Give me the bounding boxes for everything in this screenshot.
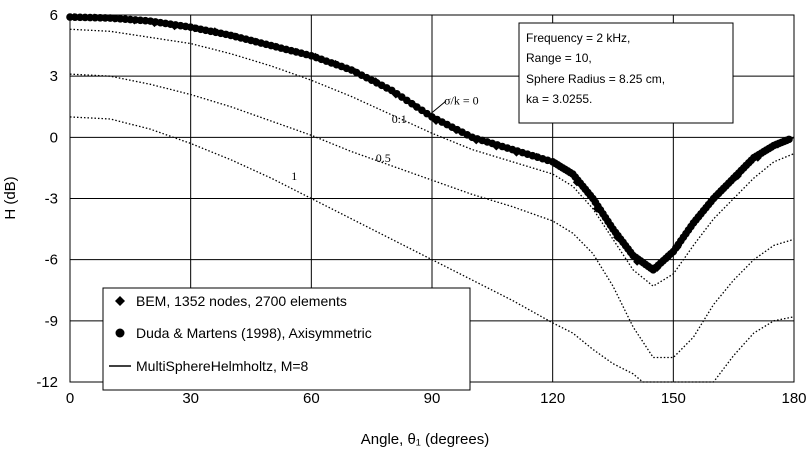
bem-data-point	[190, 24, 199, 33]
bem-data-point	[592, 204, 601, 213]
bem-data-point	[452, 126, 461, 135]
bem-data-point	[653, 263, 662, 272]
y-tick-label: -9	[45, 313, 58, 330]
y-axis-label: H (dB)	[2, 176, 19, 219]
curve-label: 0.5	[376, 151, 391, 165]
x-tick-label: 60	[303, 390, 320, 407]
bem-data-point	[331, 59, 340, 68]
x-tick-label: 150	[661, 390, 686, 407]
legend-label-bem: BEM, 1352 nodes, 2700 elements	[136, 293, 347, 309]
x-tick-label: 180	[781, 390, 806, 407]
duda-data-point	[785, 135, 793, 144]
x-tick-label: 120	[540, 390, 565, 407]
x-tick-label: 0	[66, 390, 74, 407]
y-tick-label: 0	[50, 129, 58, 146]
bem-data-point	[432, 117, 441, 126]
bem-data-point	[713, 190, 722, 199]
x-axis-label: Angle, θ₁ (degrees)	[361, 431, 489, 448]
bem-data-point	[351, 68, 360, 77]
y-tick-label: -12	[36, 374, 58, 391]
series-line-3	[69, 116, 795, 383]
curve-label: σ/k = 0	[444, 94, 479, 108]
annotation-line-radius: Sphere Radius = 8.25 cm,	[526, 72, 665, 86]
bem-data-point	[130, 16, 139, 25]
bem-data-point	[673, 243, 682, 252]
bem-data-point	[411, 102, 420, 111]
bem-data-point	[693, 214, 702, 223]
bem-data-point	[291, 47, 300, 56]
bem-data-point	[251, 37, 260, 46]
bem-data-point	[391, 90, 400, 99]
bem-data-point	[552, 159, 561, 168]
annotation-frame	[518, 22, 734, 124]
y-tick-label: 3	[50, 68, 58, 85]
bem-data-point	[230, 32, 239, 41]
legend-frame	[102, 287, 471, 391]
bem-data-point	[150, 19, 159, 28]
bem-data-point	[753, 153, 762, 162]
curve-label: 0.1	[392, 112, 407, 126]
legend-diamond-icon	[115, 296, 125, 306]
x-tick-label: 30	[182, 390, 199, 407]
annotation-line-ka: ka = 3.0255.	[526, 92, 592, 106]
bem-data-point	[512, 148, 521, 157]
bem-data-point	[633, 257, 642, 266]
bem-data-point	[613, 233, 622, 242]
series-line-2	[69, 73, 795, 359]
curve-labels: σ/k = 0 0.1 0.5 1	[291, 94, 478, 183]
bem-data-point	[773, 140, 782, 149]
legend-label-duda: Duda & Martens (1998), Axisymmetric	[136, 325, 372, 341]
y-tick-label: -3	[45, 191, 58, 208]
bem-data-point	[472, 136, 481, 145]
bem-data-point	[311, 52, 320, 61]
annotation-line-range: Range = 10,	[526, 51, 592, 65]
y-tick-label: 6	[50, 7, 58, 24]
bem-data-point	[572, 178, 581, 187]
legend-circle-icon	[115, 328, 125, 338]
bem-data-point	[210, 27, 219, 36]
legend: BEM, 1352 nodes, 2700 elements Duda & Ma…	[102, 287, 471, 391]
y-tick-label: -6	[45, 252, 58, 269]
x-tick-label: 90	[424, 390, 441, 407]
pointer-line	[427, 100, 447, 117]
bem-data-point	[532, 152, 541, 161]
annotation-line-frequency: Frequency = 2 kHz,	[526, 31, 630, 45]
bem-data-point	[170, 22, 179, 31]
bem-data-point	[371, 77, 380, 86]
curve-label: 1	[291, 169, 297, 183]
annotation-box: Frequency = 2 kHz, Range = 10, Sphere Ra…	[518, 22, 734, 124]
bem-data-point	[733, 172, 742, 181]
bem-data-point	[110, 14, 119, 23]
legend-label-multisphere: MultiSphereHelmholtz, M=8	[136, 358, 309, 374]
bem-data-point	[492, 142, 501, 151]
bem-data-point	[271, 42, 280, 51]
